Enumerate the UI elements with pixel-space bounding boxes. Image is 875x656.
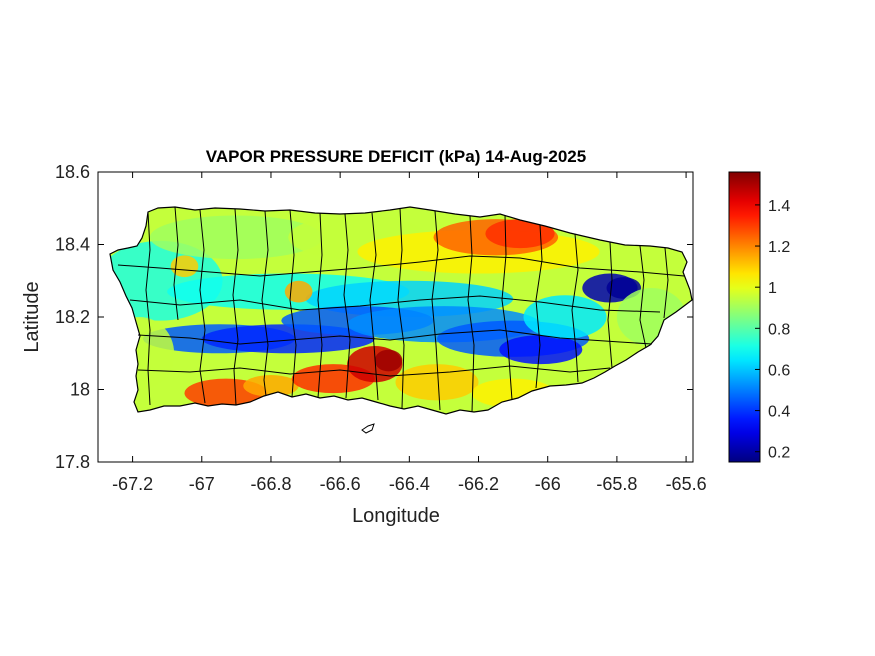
offshore-islet	[361, 423, 375, 434]
municipality-boundary	[607, 241, 613, 369]
colorbar-tick-label: 1.2	[768, 239, 790, 256]
municipality-boundary	[343, 213, 351, 399]
colorbar	[728, 171, 761, 463]
x-tick-label: -67.2	[112, 474, 153, 494]
vpd-patch	[523, 295, 607, 339]
vpd-patch	[374, 349, 403, 372]
municipality-boundary	[397, 207, 405, 409]
vpd-patch	[395, 364, 479, 401]
x-tick-label: -67	[189, 474, 215, 494]
y-tick-label: 18.2	[55, 307, 90, 327]
vpd-patch	[485, 219, 555, 249]
colorbar-tick-label: 0.6	[768, 362, 790, 379]
x-tick-label: -65.8	[596, 474, 637, 494]
municipality-boundary	[501, 214, 513, 401]
y-tick-label: 18	[70, 380, 90, 400]
municipality-boundary	[467, 215, 475, 413]
y-tick-label: 18.4	[55, 235, 90, 255]
municipality-boundary	[663, 247, 669, 319]
x-axis-label: Longitude	[352, 505, 440, 527]
municipality-boundary	[117, 255, 685, 277]
x-tick-label: -66.6	[320, 474, 361, 494]
colorbar-tick-label: 0.8	[768, 321, 790, 338]
island-outline	[109, 206, 693, 415]
municipality-boundary	[317, 212, 323, 399]
x-tick-label: -66.2	[458, 474, 499, 494]
chart-title: VAPOR PRESSURE DEFICIT (kPa) 14-Aug-2025	[206, 147, 586, 166]
municipality-boundary	[199, 209, 206, 404]
x-tick-label: -66	[535, 474, 561, 494]
municipality-boundaries	[117, 206, 685, 413]
municipality-boundary	[232, 208, 239, 406]
municipality-boundary	[369, 212, 379, 401]
vpd-patch	[170, 255, 199, 278]
municipality-boundary	[535, 224, 543, 389]
x-tick-label: -66.4	[389, 474, 430, 494]
municipality-boundary	[173, 206, 179, 321]
vpd-patch	[284, 280, 313, 303]
colorbar-tick-label: 1.4	[768, 198, 790, 215]
municipality-boundary	[137, 329, 653, 345]
colorbar-ticks: 0.2 0.4 0.6 0.8 1 1.2 1.4	[755, 198, 790, 462]
colorbar-tick-label: 1	[768, 280, 777, 297]
y-axis-label: Latitude	[21, 281, 43, 352]
municipality-boundary	[137, 365, 611, 377]
y-axis-ticks: 17.8 18 18.2 18.4 18.6	[55, 162, 693, 472]
x-axis-ticks: -67.2 -67 -66.8 -66.6 -66.4 -66.2 -66 -65.8 -65.…	[112, 172, 707, 494]
municipality-boundary	[129, 295, 661, 313]
x-tick-label: -65.6	[666, 474, 707, 494]
x-tick-label: -66.8	[250, 474, 291, 494]
colorbar-tick-label: 0.2	[768, 445, 790, 462]
vpd-patch	[149, 215, 323, 259]
municipality-boundary	[639, 245, 647, 349]
municipality-boundary	[145, 211, 151, 406]
municipality-boundary	[571, 233, 579, 383]
municipality-boundary	[261, 210, 269, 397]
municipality-boundary	[289, 209, 297, 398]
municipality-boundary	[431, 210, 441, 411]
vpd-patch	[499, 335, 583, 365]
y-tick-label: 17.8	[55, 452, 90, 472]
colorbar-tick-label: 0.4	[768, 404, 790, 421]
vpd-patch	[243, 375, 299, 397]
y-tick-label: 18.6	[55, 162, 90, 182]
